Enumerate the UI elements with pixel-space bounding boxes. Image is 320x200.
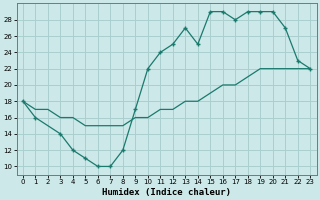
- X-axis label: Humidex (Indice chaleur): Humidex (Indice chaleur): [102, 188, 231, 197]
